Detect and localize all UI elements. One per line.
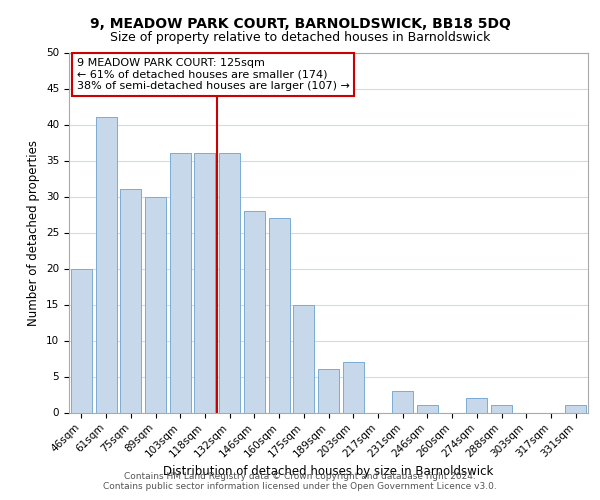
Bar: [145, 196, 166, 412]
X-axis label: Distribution of detached houses by size in Barnoldswick: Distribution of detached houses by size …: [163, 464, 494, 477]
Bar: [293, 304, 314, 412]
Bar: [269, 218, 290, 412]
Bar: [244, 211, 265, 412]
Bar: [318, 370, 339, 412]
Bar: [219, 154, 240, 412]
Bar: [491, 406, 512, 412]
Bar: [565, 406, 586, 412]
Text: 9, MEADOW PARK COURT, BARNOLDSWICK, BB18 5DQ: 9, MEADOW PARK COURT, BARNOLDSWICK, BB18…: [89, 18, 511, 32]
Bar: [170, 154, 191, 412]
Bar: [95, 118, 116, 412]
Bar: [194, 154, 215, 412]
Bar: [392, 391, 413, 412]
Text: Contains HM Land Registry data © Crown copyright and database right 2024.
Contai: Contains HM Land Registry data © Crown c…: [103, 472, 497, 491]
Y-axis label: Number of detached properties: Number of detached properties: [28, 140, 40, 326]
Bar: [417, 406, 438, 412]
Text: Size of property relative to detached houses in Barnoldswick: Size of property relative to detached ho…: [110, 31, 490, 44]
Bar: [71, 268, 92, 412]
Bar: [466, 398, 487, 412]
Bar: [343, 362, 364, 412]
Bar: [120, 190, 141, 412]
Text: 9 MEADOW PARK COURT: 125sqm
← 61% of detached houses are smaller (174)
38% of se: 9 MEADOW PARK COURT: 125sqm ← 61% of det…: [77, 58, 350, 91]
